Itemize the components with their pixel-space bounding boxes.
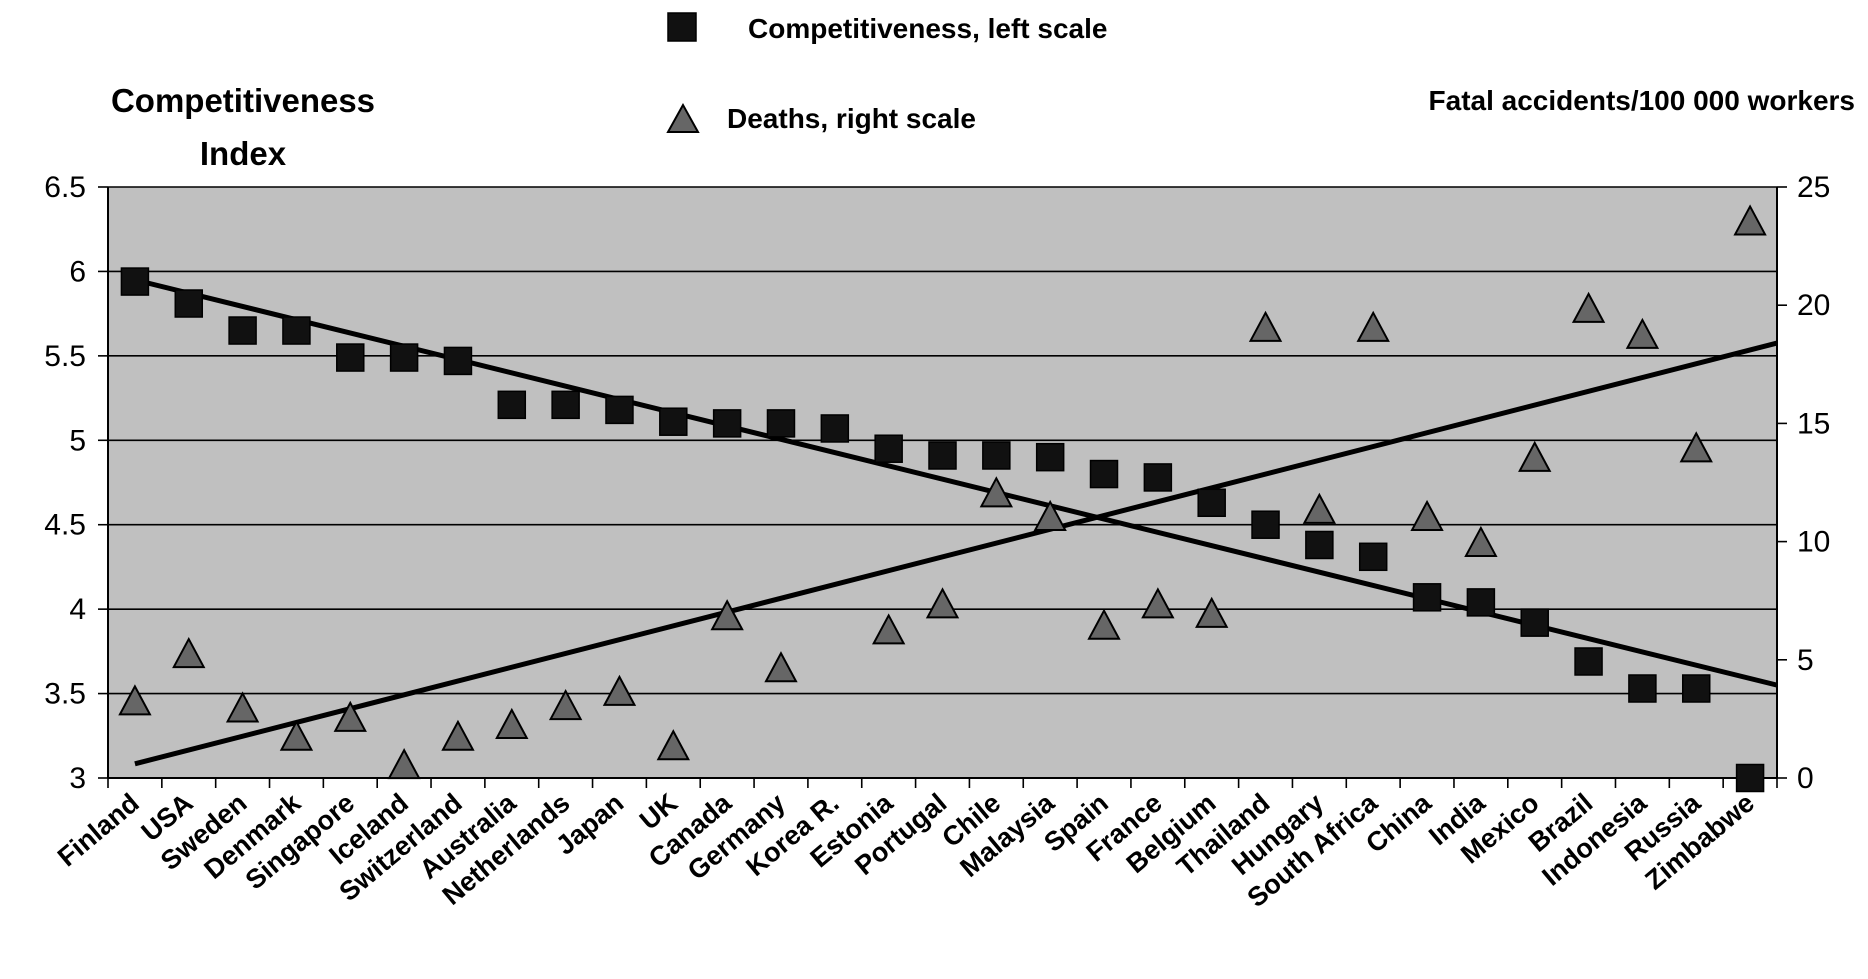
right-tick-label: 15 — [1797, 407, 1830, 440]
competitiveness-point-hungary — [1305, 530, 1334, 560]
right-tick-label: 25 — [1797, 171, 1830, 204]
deaths-point-zimbabwe — [1733, 204, 1767, 236]
competitiveness-point-malaysia — [1035, 442, 1065, 472]
deaths-point-canada — [710, 599, 744, 631]
deaths-point-india — [1464, 525, 1498, 557]
competitiveness-point-russia — [1681, 674, 1711, 703]
competitiveness-point-canada — [712, 409, 742, 438]
deaths-point-malaysia — [1033, 499, 1067, 531]
left-axis-title-line-1: Competitiveness — [111, 82, 375, 119]
deaths-point-australia — [495, 707, 529, 739]
right-axis-ticks: 0 5 10 15 20 25 — [1777, 171, 1830, 795]
deaths-point-finland — [118, 684, 152, 716]
left-axis-title-line-2: Index — [200, 135, 287, 172]
competitiveness-point-japan — [605, 395, 634, 425]
competitiveness-point-belgium — [1197, 488, 1226, 518]
deaths-point-indonesia — [1625, 317, 1660, 349]
legend-square-marker — [667, 12, 697, 42]
left-tick-label: 6.5 — [44, 171, 86, 204]
deaths-point-chile — [979, 476, 1014, 508]
competitiveness-point-mexico — [1520, 608, 1549, 637]
deaths-point-south-africa — [1356, 310, 1390, 342]
legend-label-competitiveness: Competitiveness, left scale — [748, 13, 1107, 44]
deaths-point-portugal — [925, 587, 960, 619]
plot-background — [107, 186, 1778, 779]
left-tick-label: 3 — [69, 762, 86, 795]
competitiveness-point-france — [1143, 463, 1173, 492]
deaths-point-sweden — [225, 691, 260, 723]
competitiveness-point-australia — [497, 390, 527, 420]
plot-area — [107, 186, 1778, 779]
competitiveness-point-usa — [174, 289, 204, 318]
right-axis-title: Fatal accidents/100 000 workers — [1429, 85, 1855, 116]
deaths-point-france — [1141, 587, 1175, 619]
data-markers — [118, 204, 1767, 793]
deaths-point-germany — [764, 651, 798, 683]
competitiveness-point-chile — [982, 441, 1011, 470]
competitiveness-point-switzerland — [443, 346, 473, 376]
deaths-trend-line — [134, 340, 1778, 767]
right-tick-label: 20 — [1797, 289, 1830, 322]
x-category-label: Finland — [52, 788, 145, 873]
deaths-point-mexico — [1518, 440, 1552, 472]
competitiveness-point-china — [1412, 583, 1442, 612]
competitiveness-point-thailand — [1251, 510, 1280, 539]
deaths-point-estonia — [871, 613, 906, 645]
deaths-point-denmark — [279, 719, 314, 751]
deaths-point-thailand — [1248, 310, 1283, 342]
competitiveness-point-germany — [766, 409, 796, 438]
deaths-point-iceland — [387, 748, 421, 780]
right-tick-label: 10 — [1797, 526, 1830, 559]
competitiveness-point-india — [1466, 588, 1496, 617]
deaths-point-spain — [1087, 608, 1121, 640]
deaths-point-russia — [1679, 431, 1713, 463]
competitiveness-point-uk — [659, 407, 688, 436]
left-tick-label: 3.5 — [44, 678, 86, 711]
axes — [107, 187, 1778, 779]
deaths-point-uk — [656, 729, 690, 761]
competitiveness-point-finland — [120, 267, 150, 296]
deaths-point-belgium — [1195, 596, 1229, 628]
competitiveness-point-portugal — [928, 441, 957, 470]
competitiveness-point-iceland — [389, 343, 419, 372]
legend-triangle-marker — [666, 102, 700, 133]
left-tick-label: 4.5 — [44, 509, 86, 542]
competitiveness-point-denmark — [282, 316, 311, 345]
competitiveness-point-korea-r- — [820, 414, 850, 443]
competitiveness-point-netherlands — [551, 390, 580, 420]
left-tick-label: 6 — [69, 255, 86, 288]
deaths-point-switzerland — [441, 719, 475, 751]
competitiveness-point-south-africa — [1358, 542, 1388, 572]
competitiveness-point-spain — [1089, 459, 1119, 489]
left-tick-label: 5 — [69, 424, 86, 457]
deaths-point-usa — [172, 636, 206, 669]
deaths-point-netherlands — [548, 688, 583, 721]
deaths-point-hungary — [1302, 492, 1337, 524]
left-tick-label: 5.5 — [44, 340, 86, 373]
deaths-point-china — [1410, 499, 1444, 531]
deaths-point-brazil — [1571, 291, 1606, 323]
competitiveness-point-zimbabwe — [1735, 763, 1765, 793]
deaths-point-singapore — [333, 700, 367, 732]
competitiveness-point-indonesia — [1628, 674, 1657, 703]
legend-label-deaths: Deaths, right scale — [727, 103, 976, 134]
gridlines — [108, 186, 1777, 695]
competitiveness-point-singapore — [336, 343, 365, 372]
left-tick-label: 4 — [69, 593, 86, 626]
left-axis-ticks: 3 3.5 4 4.5 5 5.5 6 6.5 — [44, 171, 108, 795]
competitiveness-point-estonia — [874, 434, 903, 463]
competitiveness-point-sweden — [228, 316, 257, 345]
deaths-point-japan — [602, 674, 637, 706]
legend: Competitiveness, left scale Deaths, righ… — [666, 12, 1107, 134]
x-axis-ticks: FinlandUSASwedenDenmarkSingaporeIcelandS… — [52, 778, 1778, 913]
right-tick-label: 5 — [1797, 644, 1814, 677]
competitiveness-point-brazil — [1574, 647, 1603, 676]
right-tick-label: 0 — [1797, 762, 1814, 795]
